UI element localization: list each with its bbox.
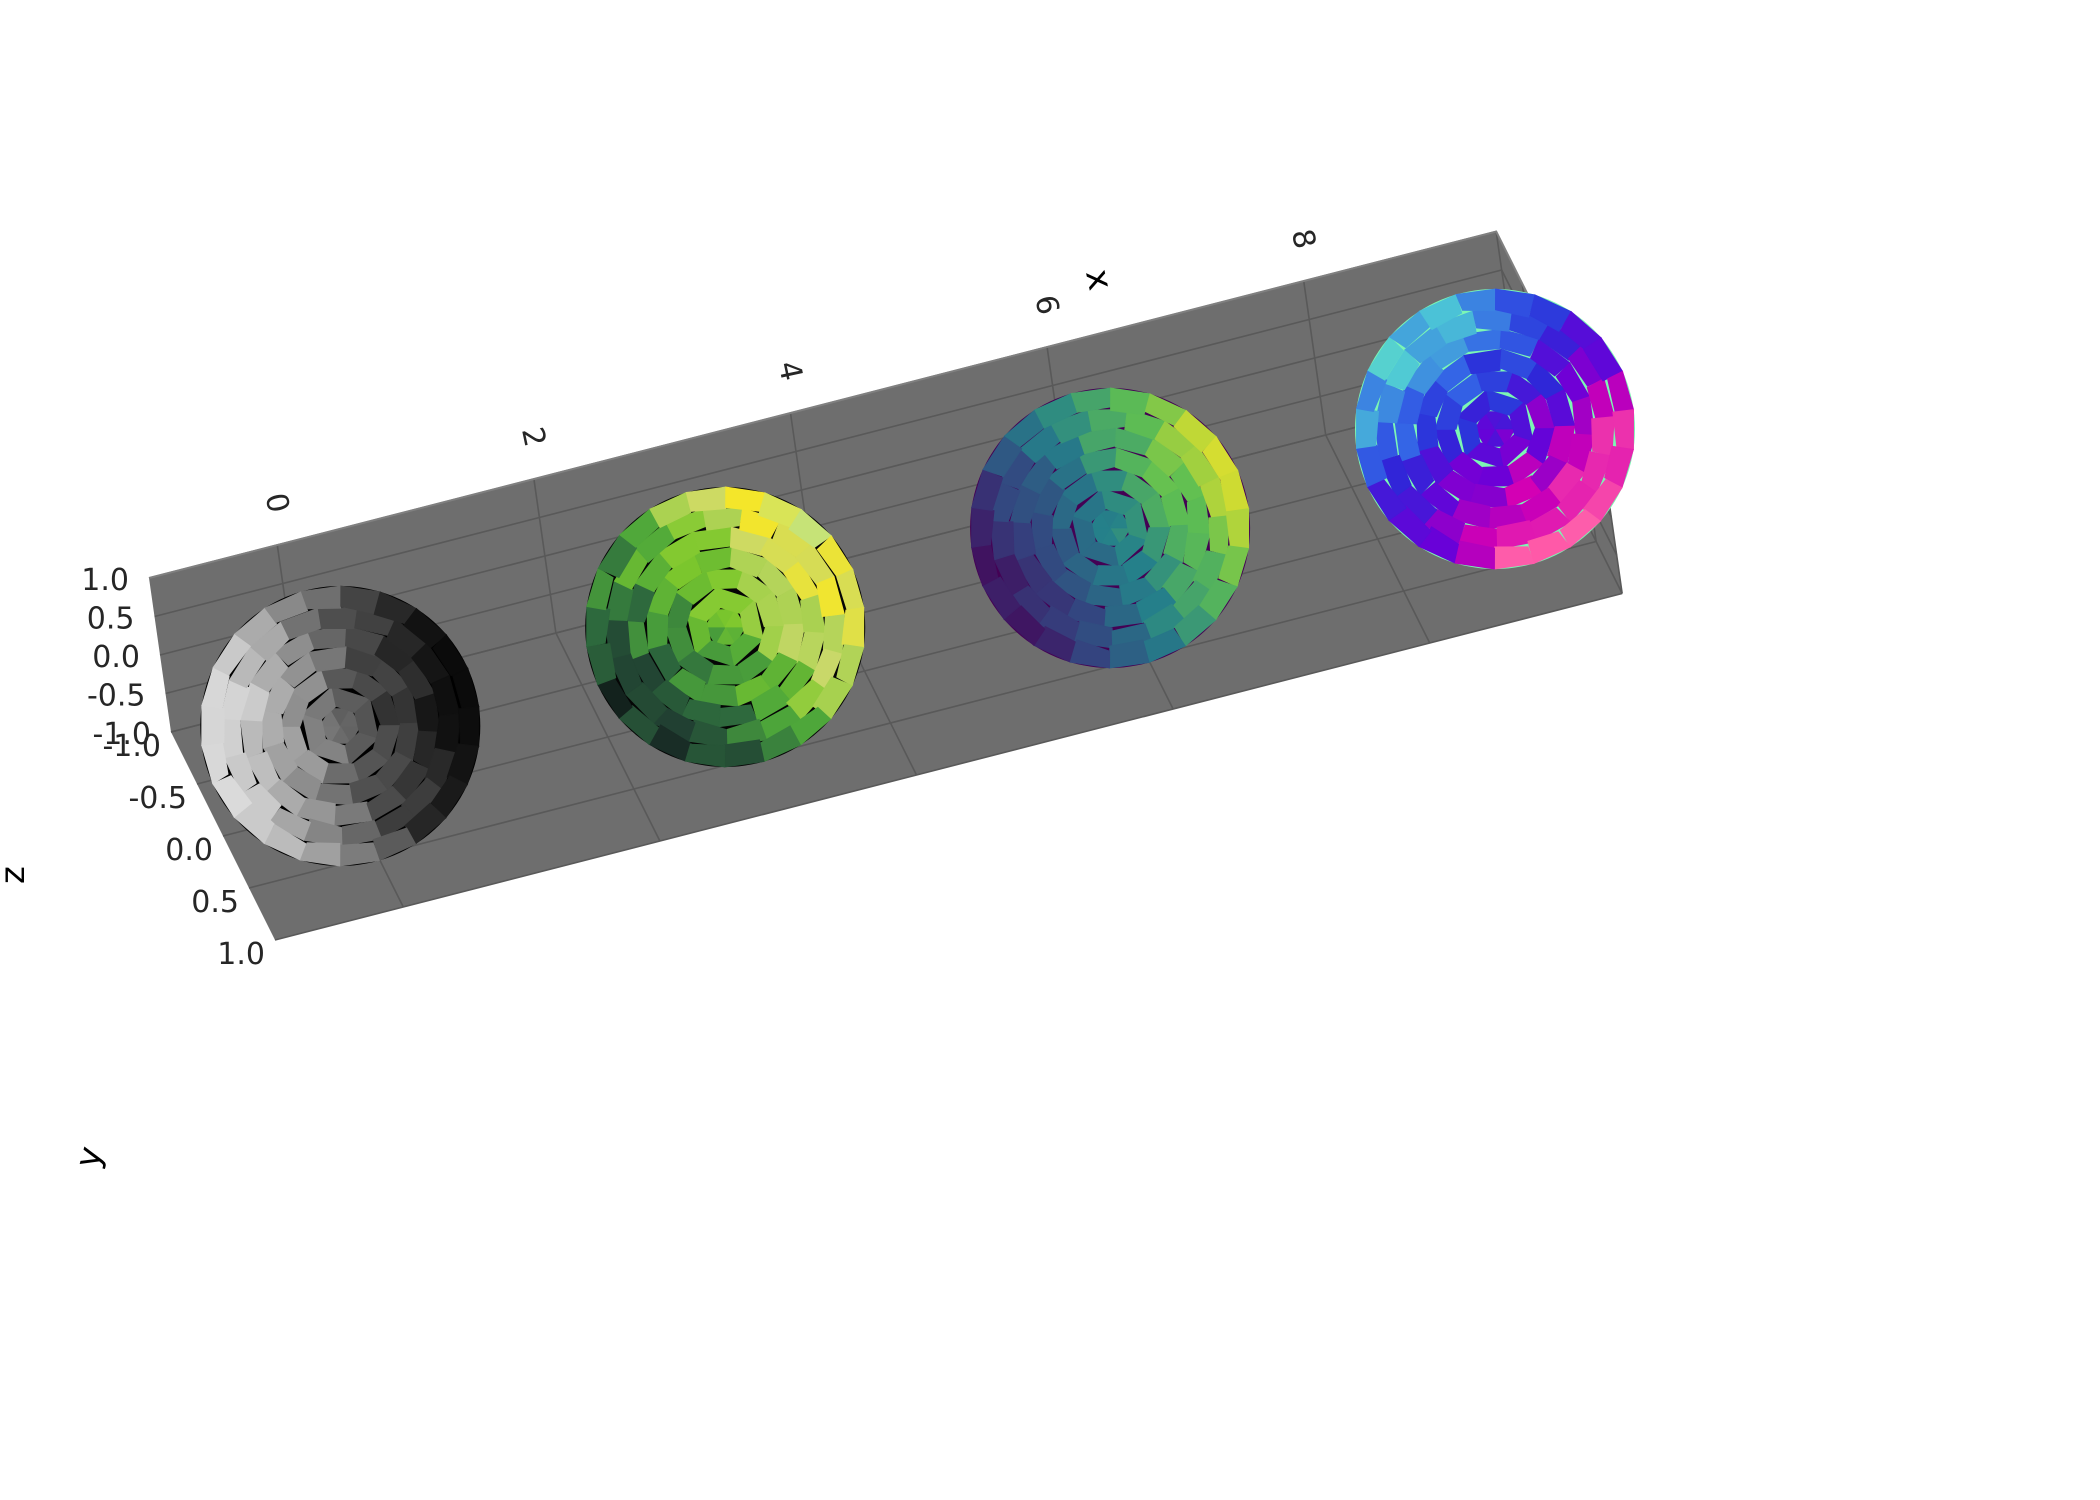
sphere-facet bbox=[1454, 540, 1496, 570]
z-ticks: -1.0-0.5 0.00.5 1.0 bbox=[81, 563, 151, 752]
sphere-facet bbox=[317, 606, 359, 629]
sphere-facet bbox=[1135, 587, 1177, 624]
sphere-facet bbox=[201, 705, 225, 746]
y-ticks: -1.0 -0.5 0.0 0.5 1.0 bbox=[102, 729, 265, 972]
sphere-facet bbox=[1416, 412, 1439, 452]
x-tick-label: 2 bbox=[514, 424, 552, 450]
sphere-facet bbox=[1494, 410, 1516, 430]
x-axis-label: x bbox=[1077, 266, 1120, 294]
sphere-facet bbox=[261, 709, 285, 749]
sphere-facet bbox=[1225, 508, 1250, 549]
y-tick-label: 0.0 bbox=[165, 833, 213, 868]
sphere-facet bbox=[320, 668, 359, 689]
z-tick-label: -1.0 bbox=[92, 717, 151, 752]
sphere-facet bbox=[1109, 509, 1131, 529]
z-tick-label: 0.0 bbox=[92, 640, 140, 675]
y-tick-label: -0.5 bbox=[128, 781, 187, 816]
sphere-facet bbox=[1083, 584, 1124, 608]
sphere-facet bbox=[706, 664, 745, 685]
x-tick-label: 4 bbox=[771, 358, 809, 384]
sphere-facet bbox=[841, 607, 865, 648]
sphere-facet bbox=[1355, 408, 1380, 449]
sphere-facet bbox=[1031, 511, 1054, 551]
sphere-facet bbox=[989, 520, 1015, 561]
y-axis-label: y bbox=[67, 1142, 111, 1172]
grid-y-bottom bbox=[274, 592, 1623, 941]
sphere-facet bbox=[1472, 309, 1513, 332]
x-tick-label: 0 bbox=[257, 490, 295, 516]
sphere-facet bbox=[457, 706, 480, 747]
spheres bbox=[200, 288, 1635, 867]
sphere-facet bbox=[299, 842, 341, 867]
z-tick-label: 0.5 bbox=[87, 602, 135, 637]
x-tick-label: 6 bbox=[1027, 292, 1065, 318]
sphere-facet bbox=[1208, 515, 1230, 556]
sphere-facet bbox=[684, 743, 726, 768]
grid-y-bottom bbox=[248, 540, 1597, 889]
y-tick-label: 1.0 bbox=[217, 937, 265, 972]
z-tick-label: 1.0 bbox=[81, 563, 129, 598]
sphere-4 bbox=[1355, 288, 1635, 570]
x-tick-label: 8 bbox=[1284, 226, 1322, 252]
grid-z-back bbox=[154, 269, 1502, 618]
z-axis-label: z bbox=[0, 866, 33, 884]
y-tick-label: -1.0 bbox=[102, 729, 161, 764]
z-tick-label: -0.5 bbox=[87, 679, 146, 714]
sphere-facet bbox=[646, 610, 669, 650]
sphere-facet bbox=[321, 763, 360, 784]
sphere-facet bbox=[822, 614, 846, 655]
y-tick-label: 0.5 bbox=[191, 885, 239, 920]
sphere-1 bbox=[200, 585, 481, 867]
sphere-facet bbox=[339, 707, 361, 727]
sphere-facet bbox=[1069, 639, 1111, 669]
sphere-facet bbox=[724, 608, 746, 628]
sphere-facet bbox=[971, 507, 995, 548]
sphere-2 bbox=[585, 486, 866, 768]
sphere-3 bbox=[970, 387, 1251, 669]
